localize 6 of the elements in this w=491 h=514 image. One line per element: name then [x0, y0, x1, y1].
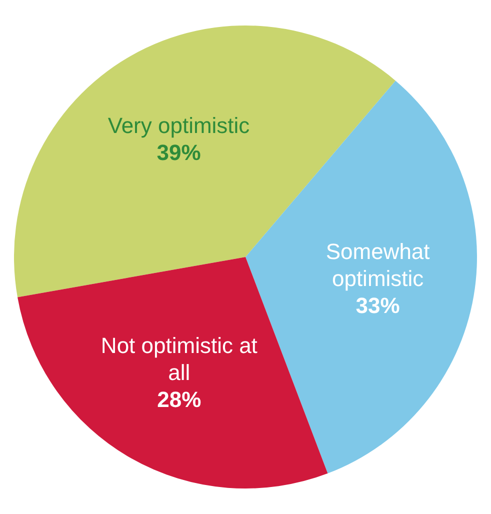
- data-label: 39%: [156, 140, 201, 166]
- slice-label: Somewhat optimistic: [326, 238, 430, 291]
- slice-label: Very optimistic: [108, 113, 250, 138]
- slice-label: Not optimistic at all: [100, 332, 258, 385]
- data-label: 33%: [356, 292, 400, 318]
- data-label: 28%: [157, 386, 202, 412]
